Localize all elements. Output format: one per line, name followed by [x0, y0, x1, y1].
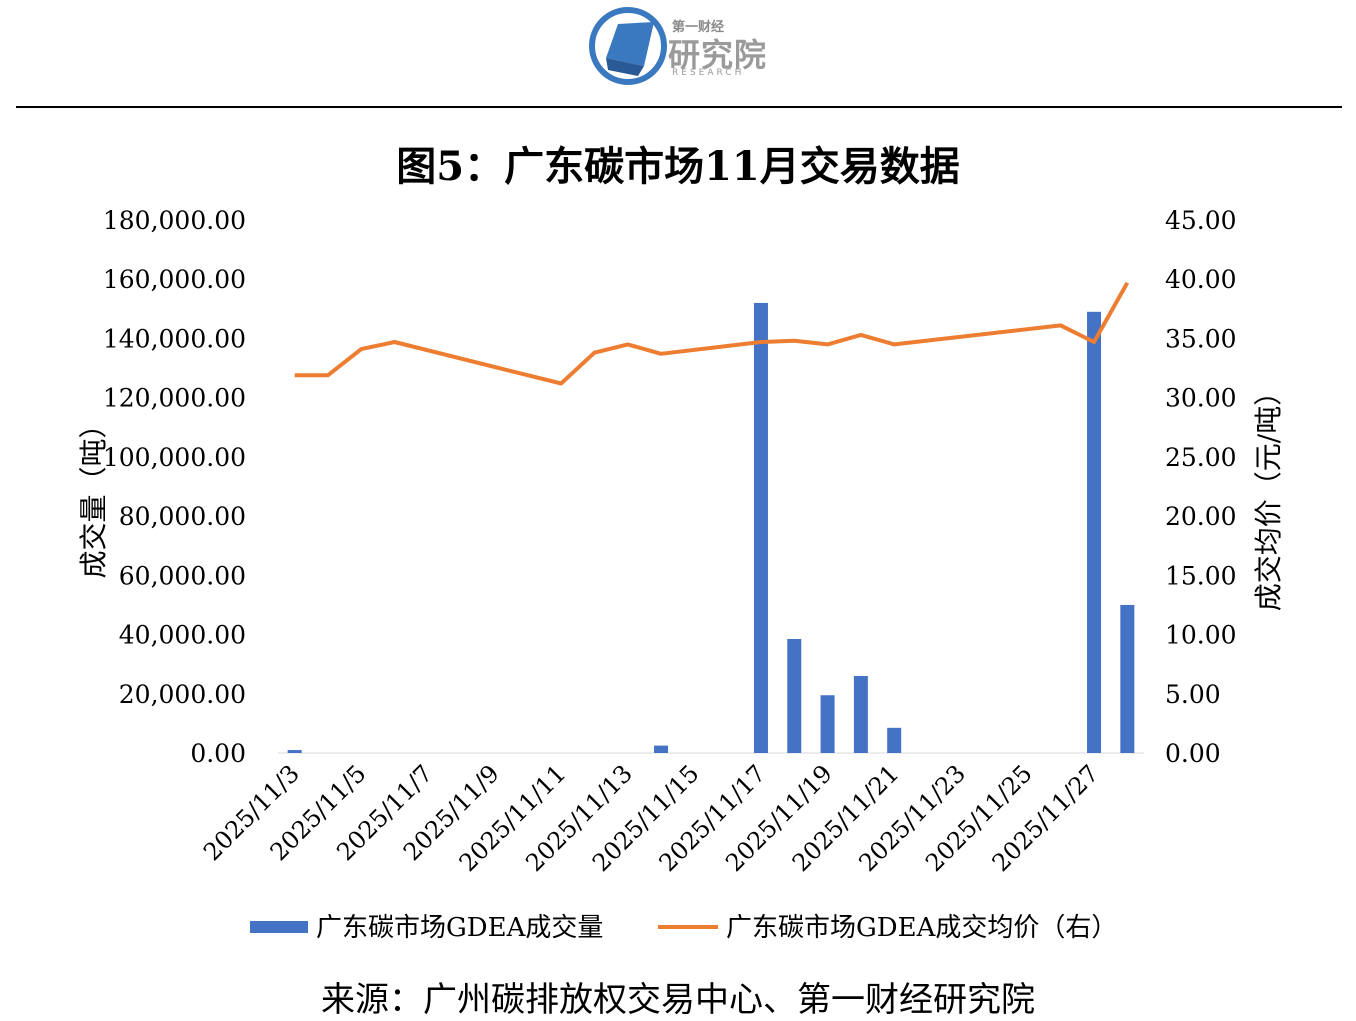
volume-bar [821, 695, 835, 753]
price-line [295, 283, 1128, 384]
report-header: 第一财经 研究院 RESEARCH [0, 0, 1356, 108]
header-divider [16, 106, 1342, 108]
volume-bar [1087, 312, 1101, 753]
y-right-tick-label: 40.00 [1165, 265, 1237, 294]
y-right-axis-label: 成交均价（元/吨） [1252, 378, 1285, 611]
volume-bar [288, 750, 302, 753]
y-right-tick-label: 0.00 [1165, 739, 1221, 768]
legend-line-label: 广东碳市场GDEA成交均价（右） [726, 913, 1117, 943]
y-right-tick-label: 10.00 [1165, 621, 1237, 650]
logo-globe-icon [588, 6, 668, 86]
y-right-tick-label: 5.00 [1165, 680, 1221, 709]
y-left-tick-label: 140,000.00 [103, 324, 246, 353]
y-left-tick-label: 80,000.00 [119, 502, 246, 531]
volume-bar [854, 676, 868, 753]
volume-bar [754, 303, 768, 753]
volume-bar [1120, 605, 1134, 753]
y-left-tick-label: 160,000.00 [103, 265, 246, 294]
y-left-tick-label: 120,000.00 [103, 384, 246, 413]
logo-english-text: RESEARCH [672, 68, 744, 78]
y-right-tick-label: 30.00 [1165, 384, 1237, 413]
y-right-tick-label: 15.00 [1165, 561, 1237, 590]
y-right-tick-label: 25.00 [1165, 443, 1237, 472]
y-right-tick-label: 20.00 [1165, 502, 1237, 531]
y-left-axis-label: 成交量（吨） [77, 410, 110, 578]
volume-bar [887, 728, 901, 753]
legend-bar-swatch [250, 921, 308, 933]
volume-bar [787, 639, 801, 753]
legend-bar-label: 广东碳市场GDEA成交量 [316, 913, 603, 943]
y-left-tick-label: 0.00 [190, 739, 246, 768]
trading-chart: 0.00 20,000.00 40,000.00 60,000.00 80,000.00… [0, 190, 1356, 960]
chart-title: 图5：广东碳市场11月交易数据 [0, 134, 1356, 192]
source-note: 来源：广州碳排放权交易中心、第一财经研究院 [0, 972, 1356, 1021]
y-left-tick-label: 100,000.00 [103, 443, 246, 472]
y-left-tick-label: 20,000.00 [119, 680, 246, 709]
y-left-tick-label: 60,000.00 [119, 561, 246, 590]
research-logo: 第一财经 研究院 RESEARCH [588, 6, 778, 86]
y-right-tick-label: 45.00 [1165, 206, 1237, 235]
y-left-tick-label: 180,000.00 [103, 206, 246, 235]
y-left-tick-label: 40,000.00 [119, 621, 246, 650]
volume-bar [654, 746, 668, 753]
y-right-tick-label: 35.00 [1165, 324, 1237, 353]
